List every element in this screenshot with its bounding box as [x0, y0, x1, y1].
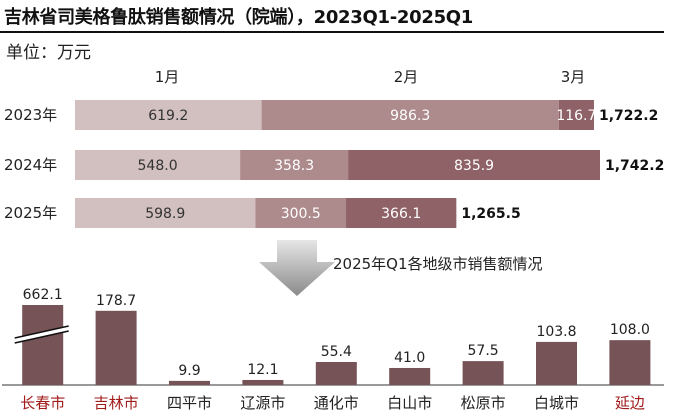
value-label-mar: 116.7 [556, 108, 596, 124]
region-value-label: 108.0 [610, 322, 650, 338]
region-label: 四平市 [167, 394, 212, 412]
unit-label: 单位：万元 [6, 43, 91, 63]
region-value-label: 9.9 [178, 363, 200, 379]
total-label: 1,722.2 [599, 108, 658, 124]
regional-chart-title: 2025年Q1各地级市销售额情况 [333, 255, 543, 273]
year-label: 2023年 [4, 106, 57, 124]
region-label: 长春市 [20, 394, 65, 412]
total-label: 1,742.2 [605, 158, 664, 174]
value-label-mar: 835.9 [454, 158, 494, 174]
value-label-jan: 548.0 [138, 158, 178, 174]
axis-break-gap [14, 326, 69, 343]
region-label: 吉林市 [94, 394, 139, 412]
region-value-label: 178.7 [96, 293, 136, 309]
month-header-feb: 2月 [394, 68, 419, 86]
bar-segment-feb [255, 198, 347, 228]
region-label: 通化市 [314, 394, 359, 412]
value-label-jan: 619.2 [148, 108, 188, 124]
bar-segment-jan [75, 150, 241, 180]
region-label: 延边 [615, 394, 645, 412]
region-bar [169, 380, 210, 385]
year-label: 2025年 [4, 204, 57, 222]
value-label-jan: 598.9 [145, 206, 185, 222]
region-value-label: 55.4 [321, 344, 352, 360]
region-label: 松原市 [461, 394, 506, 412]
down-arrow-icon [259, 240, 335, 296]
region-bar [536, 341, 577, 385]
region-label: 白城市 [534, 394, 579, 412]
value-label-feb: 300.5 [281, 206, 321, 222]
axis-break-mark [14, 325, 69, 339]
region-bar [315, 362, 357, 385]
stacked-bar-chart: 1月 2月 3月 2023年 619.2 986.3 116.7 1,722.2 2024年 54… [4, 68, 664, 228]
region-value-label: 12.1 [247, 362, 278, 378]
bar-segment-jan [75, 198, 256, 228]
value-label-feb: 986.3 [390, 108, 430, 124]
region-value-label: 57.5 [468, 343, 499, 359]
bar-segment-jan [75, 100, 262, 130]
bar-segment-mar [558, 100, 594, 130]
value-label-mar: 366.1 [381, 206, 421, 222]
region-bar [389, 367, 431, 385]
bar-segment-feb [261, 100, 559, 130]
region-value-label: 41.0 [394, 350, 425, 366]
value-label-feb: 358.3 [274, 158, 314, 174]
title-underline [0, 31, 664, 33]
region-label: 辽源市 [240, 394, 285, 412]
region-value-label: 662.1 [23, 287, 63, 303]
region-bar [242, 379, 284, 385]
page-title: 吉林省司美格鲁肽销售额情况（院端），2023Q1-2025Q1 [4, 7, 474, 28]
month-header-mar: 3月 [561, 68, 586, 86]
region-bar [609, 340, 651, 385]
region-value-label: 103.8 [536, 324, 576, 340]
total-label: 1,265.5 [461, 206, 520, 222]
regional-bar-chart: 662.1 长春市 178.7 吉林市 9.9 四平市 12.1 辽源市 55.4 通化市 41.0… [2, 287, 664, 412]
region-bar [95, 310, 137, 385]
bar-segment-feb [240, 150, 349, 180]
month-header-jan: 1月 [155, 68, 180, 86]
region-bar [462, 361, 504, 385]
region-label: 白山市 [387, 394, 432, 412]
axis-break-mark [14, 330, 69, 344]
bar-segment-mar [348, 150, 600, 180]
year-label: 2024年 [4, 156, 57, 174]
region-bar [22, 305, 64, 385]
bar-segment-mar [346, 198, 457, 228]
